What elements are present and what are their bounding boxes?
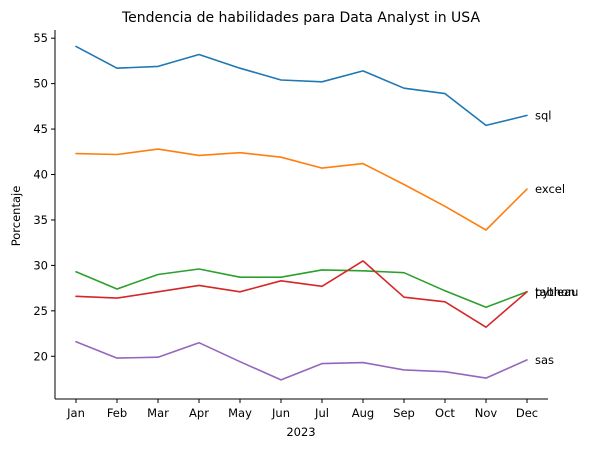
series-line-sas: [75, 340, 528, 381]
x-tick-label: Jun: [271, 406, 290, 420]
series-label-tableau: tableau: [535, 285, 578, 299]
y-tick-label: 20: [33, 349, 48, 363]
y-tick-label: 30: [33, 258, 48, 272]
x-tick-label: Mar: [147, 406, 169, 420]
y-tick-label: 45: [33, 122, 48, 136]
x-axis-label: 2023: [286, 425, 315, 439]
axes: 20 25 30 35 40 45 50 55 Jan Feb Mar Apr May Jun Jul Aug…: [33, 30, 548, 420]
x-tick-label: Aug: [352, 406, 374, 420]
x-tick-label: Jul: [314, 406, 329, 420]
y-tick-label: 35: [33, 213, 48, 227]
series-line-sql: [75, 45, 528, 127]
x-tick-label: Jan: [66, 406, 85, 420]
y-tick-label: 25: [33, 304, 48, 318]
series-line-tableau: [75, 268, 528, 309]
x-tick-label: May: [228, 406, 252, 420]
x-tick-label: Oct: [435, 406, 455, 420]
y-tick-label: 55: [33, 31, 48, 45]
series-lines: [75, 45, 528, 381]
x-tick-label: Sep: [393, 406, 415, 420]
chart-title: Tendencia de habilidades para Data Analy…: [121, 10, 480, 26]
series-label-python: python: [535, 285, 575, 299]
y-axis-label: Porcentaje: [9, 186, 23, 247]
series-label-sql: sql: [535, 108, 552, 122]
y-tick-label: 40: [33, 168, 48, 182]
series-line-excel: [75, 148, 528, 231]
x-tick-label: Nov: [475, 406, 498, 420]
x-tick-label: Feb: [107, 406, 127, 420]
y-tick-label: 50: [33, 77, 48, 91]
x-tick-label: Dec: [516, 406, 538, 420]
series-label-sas: sas: [535, 353, 554, 367]
x-tick-label: Apr: [189, 406, 209, 420]
series-line-python: [75, 260, 528, 329]
series-label-excel: excel: [535, 182, 565, 196]
